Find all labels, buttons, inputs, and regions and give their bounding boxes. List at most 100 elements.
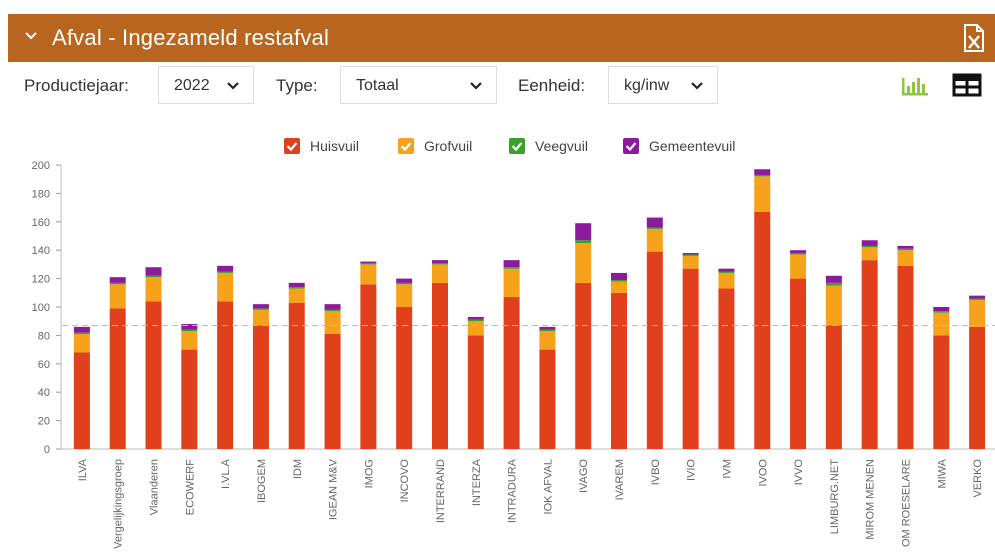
bar-segment-veegvuil xyxy=(396,282,413,285)
bar-segment-veegvuil xyxy=(646,227,663,229)
legend-label: Gemeentevuil xyxy=(649,138,735,154)
legend-item[interactable]: Grofvuil xyxy=(398,138,472,154)
bar-segment-veegvuil xyxy=(969,298,986,300)
bar-segment-gemeentevuil xyxy=(252,304,269,309)
bar-segment-veegvuil xyxy=(682,254,699,256)
x-tick-label: IVVO xyxy=(793,459,805,486)
y-tick-label: 200 xyxy=(32,160,50,172)
bar-chart-icon[interactable] xyxy=(900,72,930,98)
bar-segment-veegvuil xyxy=(145,275,162,278)
bar-segment-gemeentevuil xyxy=(73,326,90,333)
bar-segment-huisvuil xyxy=(145,301,162,449)
chevron-down-icon[interactable] xyxy=(24,28,38,42)
unit-value: kg/inw xyxy=(624,77,670,94)
bar-segment-huisvuil xyxy=(611,292,628,449)
bar-segment-gemeentevuil xyxy=(897,245,914,249)
bar-segment-gemeentevuil xyxy=(288,282,305,288)
x-tick-label: IVAGO xyxy=(578,459,590,493)
bar-segment-veegvuil xyxy=(861,245,878,248)
bar-segment-gemeentevuil xyxy=(181,324,198,330)
x-tick-label: IVOO xyxy=(757,459,769,487)
y-tick-label: 0 xyxy=(44,444,50,456)
legend-item[interactable]: Veegvuil xyxy=(509,138,588,154)
bar-segment-huisvuil xyxy=(646,251,663,449)
legend-swatch xyxy=(398,138,414,154)
bar-segment-gemeentevuil xyxy=(467,316,484,320)
table-icon[interactable] xyxy=(952,72,982,98)
bar-segment-veegvuil xyxy=(324,309,341,312)
bar-segment-grofvuil xyxy=(539,331,556,350)
type-select[interactable]: Totaal xyxy=(340,66,497,104)
bar-segment-veegvuil xyxy=(503,267,520,269)
bar-segment-grofvuil xyxy=(396,284,413,307)
bar-segment-gemeentevuil xyxy=(145,267,162,276)
bar-segment-veegvuil xyxy=(575,240,592,244)
x-tick-label: INTERZA xyxy=(471,458,483,506)
y-tick-label: 120 xyxy=(32,274,50,286)
x-tick-label: IGEAN M&V xyxy=(328,458,340,520)
year-select[interactable]: 2022 xyxy=(158,66,254,104)
bar-segment-veegvuil xyxy=(790,253,807,255)
x-tick-label: MIROM MENEN xyxy=(865,459,877,540)
chevron-down-icon xyxy=(691,82,703,90)
bar-segment-huisvuil xyxy=(288,302,305,449)
checkmark-icon xyxy=(286,142,298,152)
bar-segment-gemeentevuil xyxy=(503,260,520,268)
bar-segment-huisvuil xyxy=(825,325,842,449)
x-tick-label: IVBO xyxy=(650,459,662,486)
bar-segment-veegvuil xyxy=(181,329,198,332)
bar-segment-veegvuil xyxy=(252,308,269,310)
bar-segment-huisvuil xyxy=(897,265,914,449)
bar-segment-gemeentevuil xyxy=(790,250,807,254)
bar-segment-grofvuil xyxy=(73,333,90,353)
bar-segment-huisvuil xyxy=(109,308,126,449)
bar-segment-gemeentevuil xyxy=(539,326,556,330)
unit-select[interactable]: kg/inw xyxy=(608,66,718,104)
bar-segment-huisvuil xyxy=(431,282,448,449)
x-tick-label: ILVA xyxy=(77,458,89,481)
bar-segment-grofvuil xyxy=(718,272,735,289)
x-tick-label: VERKO xyxy=(972,459,984,498)
legend-label: Grofvuil xyxy=(424,138,472,154)
bar-segment-gemeentevuil xyxy=(611,272,628,281)
legend-item[interactable]: Gemeentevuil xyxy=(623,138,735,154)
bar-segment-veegvuil xyxy=(933,311,950,313)
chevron-down-icon xyxy=(470,82,482,90)
bar-segment-huisvuil xyxy=(73,352,90,449)
x-tick-label: MIWA xyxy=(936,458,948,488)
excel-export-icon[interactable] xyxy=(963,24,985,52)
legend-item[interactable]: Huisvuil xyxy=(284,138,359,154)
type-value: Totaal xyxy=(356,77,399,94)
bar-segment-grofvuil xyxy=(646,228,663,252)
y-tick-label: 80 xyxy=(38,330,50,342)
bar-segment-veegvuil xyxy=(73,332,90,334)
bar-segment-huisvuil xyxy=(324,333,341,449)
bar-segment-gemeentevuil xyxy=(825,275,842,283)
bar-segment-grofvuil xyxy=(467,321,484,336)
panel-header[interactable]: Afval - Ingezameld restafval xyxy=(8,14,995,62)
bar-segment-gemeentevuil xyxy=(324,304,341,310)
x-tick-label: IBOGEM xyxy=(256,459,268,503)
year-label: Productiejaar: xyxy=(24,76,129,95)
bar-segment-grofvuil xyxy=(682,255,699,269)
bar-segment-grofvuil xyxy=(575,243,592,283)
x-tick-label: INTRADURA xyxy=(507,458,519,523)
bar-segment-gemeentevuil xyxy=(969,295,986,299)
y-tick-label: 60 xyxy=(38,359,50,371)
bar-segment-huisvuil xyxy=(252,325,269,449)
bar-segment-grofvuil xyxy=(324,311,341,334)
y-tick-label: 40 xyxy=(38,387,50,399)
bar-segment-huisvuil xyxy=(467,335,484,449)
bar-segment-huisvuil xyxy=(360,284,377,449)
filter-bar: Productiejaar: 2022 Type: Totaal Eenheid… xyxy=(0,64,995,108)
x-tick-label: IDM xyxy=(292,459,304,479)
bar-segment-huisvuil xyxy=(217,301,234,449)
x-tick-label: OM ROESELARE xyxy=(900,459,912,547)
chevron-down-icon xyxy=(227,82,239,90)
x-tick-label: IVAREM xyxy=(614,459,626,500)
bar-segment-grofvuil xyxy=(897,250,914,266)
bar-segment-gemeentevuil xyxy=(360,261,377,263)
bar-segment-grofvuil xyxy=(360,264,377,285)
bar-segment-huisvuil xyxy=(790,278,807,449)
bar-segment-veegvuil xyxy=(431,262,448,265)
